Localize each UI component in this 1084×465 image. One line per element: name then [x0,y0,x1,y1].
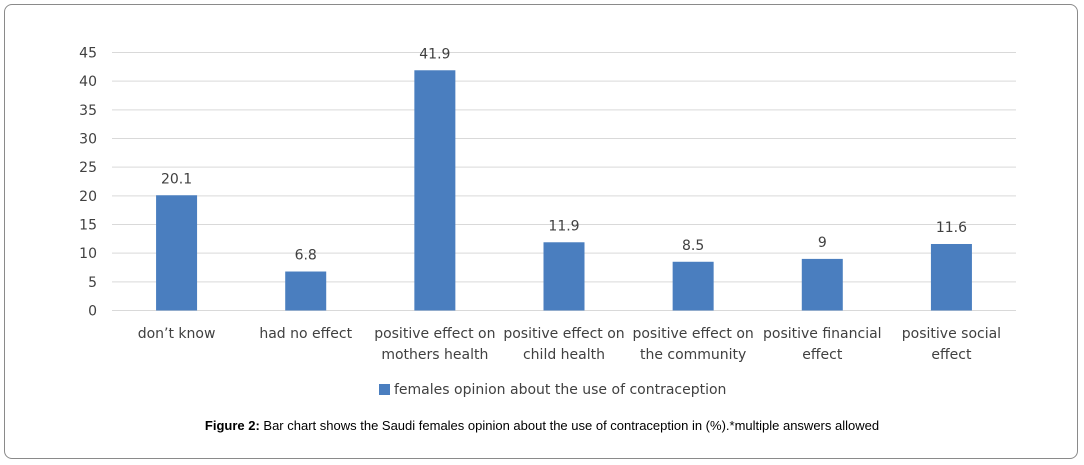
x-tick-label-line: the community [640,347,746,363]
gridlines [112,52,1016,311]
bar [930,243,972,311]
legend: females opinion about the use of contrac… [379,382,726,398]
bar-value-label: 11.6 [936,220,967,236]
y-tick-label: 45 [79,46,97,62]
bar [801,258,843,311]
legend-label: females opinion about the use of contrac… [394,382,726,398]
x-tick-label-line: positive financial [763,326,882,342]
y-tick-label: 20 [79,189,97,205]
caption-label: Figure 2: [204,418,260,433]
x-tick-label: positive effect on mothers health [374,326,495,363]
y-tick-label: 0 [88,304,97,320]
bars [156,70,972,311]
y-tick-label: 10 [79,246,97,262]
y-tick-label: 5 [88,275,97,291]
bar-value-label: 9 [818,235,827,251]
x-tick-label-line: don’t know [138,326,216,342]
x-tick-label-line: effect [931,347,972,363]
bar [672,261,714,311]
bar [156,195,198,311]
caption-text: Bar chart shows the Saudi females opinio… [259,418,880,433]
x-tick-label: had no effect [259,326,352,342]
x-tick-label: positive effect on the community [632,326,753,363]
x-tick-label-line: positive social [902,326,1001,342]
x-tick-label: positive financial effect [763,326,882,363]
bar [285,271,327,311]
bar-value-label: 41.9 [419,46,450,62]
x-tick-label-line: positive effect on [632,326,753,342]
x-tick-label: positive effect on child health [503,326,624,363]
x-tick-label-line: effect [802,347,843,363]
x-axis-labels: don’t know had no effect positive effect o… [138,326,1001,363]
figure-caption: Figure 2: Bar chart shows the Saudi fema… [0,418,1084,433]
y-tick-label: 25 [79,160,97,176]
x-tick-label-line: positive effect on [503,326,624,342]
x-tick-label: don’t know [138,326,216,342]
bar [414,70,456,311]
bar-value-label: 8.5 [682,238,704,254]
bar [543,242,585,311]
x-tick-label-line: had no effect [259,326,352,342]
y-tick-label: 15 [79,218,97,234]
x-tick-label-line: mothers health [381,347,488,363]
y-tick-label: 35 [79,103,97,119]
bar-value-label: 6.8 [295,248,317,264]
x-tick-label-line: child health [523,347,605,363]
y-tick-label: 30 [79,132,97,148]
bar-value-label: 20.1 [161,171,192,187]
x-tick-label-line: positive effect on [374,326,495,342]
x-tick-label: positive social effect [902,326,1001,363]
bar-value-label: 11.9 [548,218,579,234]
y-tick-label: 40 [79,74,97,90]
y-axis-ticks: 0 5 10 15 20 25 30 35 40 45 [79,46,97,320]
legend-swatch [379,384,390,395]
data-labels: 20.1 6.8 41.9 11.9 8.5 9 11.6 [161,46,967,263]
